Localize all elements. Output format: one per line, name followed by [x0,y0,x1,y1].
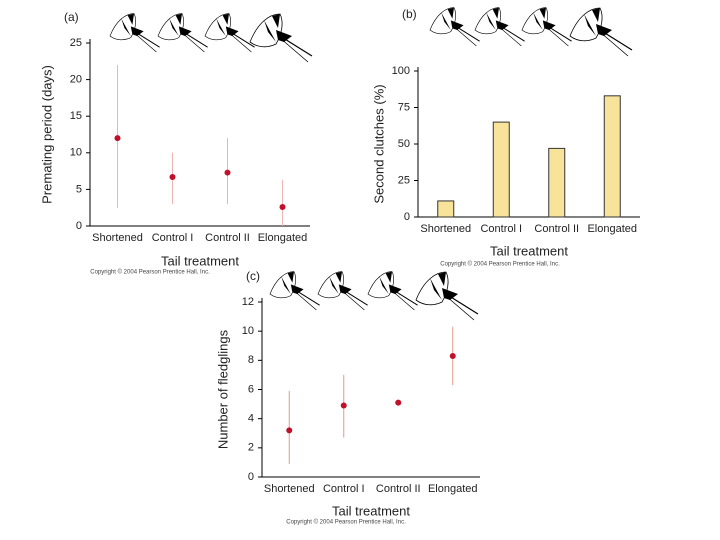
y-tick-label: 6 [248,383,254,395]
y-tick-label: 0 [248,471,254,483]
x-tick-label: Control II [205,232,250,244]
data-point [169,173,176,180]
bar [548,147,566,218]
data-point [286,427,293,434]
y-tick-label: 10 [242,325,254,337]
panel-label: (b) [402,7,417,21]
x-tick-label: Control II [376,483,421,495]
data-point [114,135,121,142]
x-tick-label: Elongated [428,483,478,495]
data-point [395,399,402,406]
y-tick-label: 0 [76,220,82,232]
data-point [224,169,231,176]
y-axis-title: Second clutches (%) [371,84,386,203]
copyright: Copyright © 2004 Pearson Prentice Hall, … [440,261,560,268]
y-tick-label: 50 [398,138,410,150]
y-tick-label: 5 [76,183,82,195]
y-axis-title: Number of fledglings [215,329,230,449]
data-point [279,203,286,210]
data-point [449,352,456,359]
x-axis-title: Tail treatment [161,253,239,268]
y-tick-label: 0 [404,211,410,223]
y-tick-label: 10 [70,147,82,159]
data-point [340,402,347,409]
y-tick-label: 25 [398,174,410,186]
y-tick-label: 25 [70,37,82,49]
y-tick-label: 20 [70,74,82,86]
x-tick-label: Elongated [587,223,637,235]
x-tick-label: Elongated [258,232,308,244]
copyright: Copyright © 2004 Pearson Prentice Hall, … [286,519,406,526]
y-tick-label: 2 [248,442,254,454]
bar [603,95,621,218]
x-tick-label: Shortened [264,483,315,495]
bar [492,121,510,218]
x-tick-label: Shortened [92,232,143,244]
panel-label: (a) [64,10,79,24]
x-tick-label: Shortened [420,223,471,235]
x-tick-label: Control I [323,483,365,495]
x-axis-title: Tail treatment [332,503,410,518]
panel-label: (c) [246,269,260,283]
y-tick-label: 75 [398,101,410,113]
y-tick-label: 8 [248,354,254,366]
x-tick-label: Control I [480,223,522,235]
y-tick-label: 100 [392,65,410,77]
bar [437,200,455,218]
copyright: Copyright © 2004 Pearson Prentice Hall, … [90,269,210,276]
x-tick-label: Control I [152,232,194,244]
y-tick-label: 4 [248,413,254,425]
y-tick-label: 12 [242,296,254,308]
y-axis-title: Premating period (days) [39,65,54,204]
x-axis-title: Tail treatment [490,243,568,258]
x-tick-label: Control II [534,223,579,235]
y-tick-label: 15 [70,110,82,122]
